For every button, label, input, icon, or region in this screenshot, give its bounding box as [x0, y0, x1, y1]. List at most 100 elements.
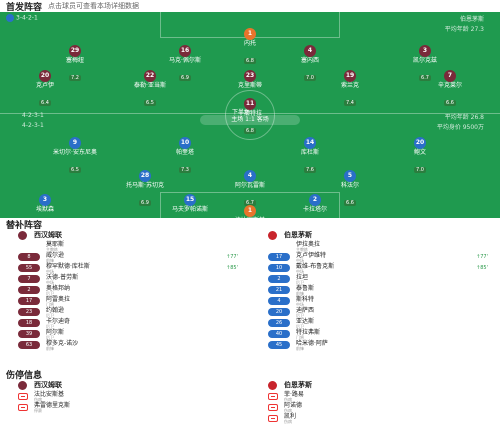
player-marker[interactable]: 20 克卢伊 6.4: [15, 70, 75, 108]
bench-player-row[interactable]: 18 卡尔迪奇 后卫: [0, 318, 250, 329]
player-marker[interactable]: 14 库杜斯 7.6: [280, 137, 340, 175]
bench-player-row[interactable]: 2 奥格邦纳 后卫: [0, 285, 250, 296]
player-marker[interactable]: 16 马克·佩尔斯 6.9: [155, 45, 215, 83]
home-coach-name: 莫耶斯: [46, 241, 65, 248]
bench-player-row[interactable]: 23 约翰逊 后卫: [0, 307, 250, 318]
player-marker[interactable]: 1 内托 6.8: [220, 28, 280, 66]
bench-player-row[interactable]: 26 亚达斯 后卫: [250, 318, 500, 329]
player-name: 帕奎塔: [175, 149, 194, 156]
bench-player-position: 前锋: [296, 346, 304, 351]
injury-row[interactable]: 法比安斯基 伤病: [0, 391, 250, 402]
injured-player-name: 阿诺德: [284, 402, 303, 409]
player-number: 16: [179, 45, 191, 57]
west-ham-badge-icon: [18, 231, 27, 240]
player-number: 2: [309, 194, 321, 206]
bench-player-name: 阿雷奥拉: [46, 296, 71, 303]
away-coach-role: 主教练: [296, 247, 308, 252]
player-marker[interactable]: 3埃默森6.8: [15, 194, 75, 218]
bench-player-row[interactable]: 63 穆多克-诺沙 前锋: [0, 340, 250, 351]
home-injury: 西汉姆联 法比安斯基 伤病 弗雷德里克斯 停赛: [0, 380, 250, 413]
injury-row[interactable]: 阿诺德 伤病: [250, 402, 500, 413]
injury-row[interactable]: 凯利 伤病: [250, 413, 500, 424]
bench-player-number: 17: [18, 297, 40, 305]
player-marker[interactable]: 15马夫罗帕诺斯6.9: [160, 194, 220, 218]
bench-player-position: 后卫: [296, 324, 304, 329]
player-marker[interactable]: 4 阿尔瓦雷斯 6.7: [220, 170, 280, 208]
injury-row[interactable]: 弗雷德里克斯 停赛: [0, 402, 250, 413]
bench-player-number: 55: [18, 264, 40, 272]
bench-title: 替补阵容: [6, 221, 43, 231]
player-rating: 6.6: [444, 100, 456, 106]
injury-title: 伤停信息: [6, 371, 43, 381]
bench-player-name: 约翰逊: [46, 307, 65, 314]
bench-player-number: 20: [268, 308, 290, 316]
player-marker[interactable]: 28 托马斯·苏切克 6.9: [115, 170, 175, 208]
player-marker[interactable]: 3 凯尔克兹 6.7: [395, 45, 455, 83]
bench-player-name: 阿尔斯: [46, 329, 65, 336]
bench-player-row[interactable]: 7 沃德-普劳斯 中场: [0, 274, 250, 285]
bench-player-row[interactable]: 10 戴维-布鲁克斯 中场 ↑85': [250, 263, 500, 274]
bench-player-name: 威尔逊: [46, 252, 65, 259]
player-number: 9: [69, 137, 81, 149]
player-marker[interactable]: 19 索兰克 7.4: [320, 70, 380, 108]
lineup-subtitle: 点击球员可查看本场详细数据: [48, 2, 140, 10]
away-injury-team: 伯恩茅斯: [250, 380, 500, 391]
bench-player-row[interactable]: 40 特拉弗斯 门将: [250, 329, 500, 340]
bench-player-row[interactable]: 4 斯科特 中场: [250, 296, 500, 307]
bench-player-row[interactable]: 21 泰鲁斯 前锋: [250, 285, 500, 296]
player-marker[interactable]: 1法比安斯基7.1: [220, 205, 280, 218]
player-marker[interactable]: 2卡拉塔尔6.4: [285, 194, 345, 218]
score-strip: 主场 1:1 客场: [200, 115, 300, 125]
injury-reason: 停赛: [34, 408, 42, 413]
substitution-event: ↑77': [226, 254, 238, 260]
bench-player-position: 中场: [46, 280, 54, 285]
player-marker[interactable]: 11 辛斯特拉 6.8: [220, 98, 280, 136]
player-name: 泰勒·亚当斯: [134, 82, 166, 89]
injured-player-name: 菲·路易: [284, 391, 304, 398]
bench-player-row[interactable]: 20 迪萨西 后卫: [250, 307, 500, 318]
injury-reason: 伤病: [34, 397, 42, 402]
bench-player-row[interactable]: 8 威尔逊 前锋 ↑77': [0, 252, 250, 263]
player-name: 克卢伊: [35, 82, 54, 89]
player-marker[interactable]: 10 帕奎塔 7.3: [155, 137, 215, 175]
player-rating: 7.4: [344, 100, 356, 106]
west-ham-badge-icon: [18, 381, 27, 390]
away-note: 平均年龄 27.3: [444, 26, 484, 33]
home-coach-row[interactable]: 莫耶斯 主教练: [0, 241, 250, 252]
player-marker[interactable]: 9 米切尔·安东尼奥 6.5: [45, 137, 105, 175]
home-injury-team-name: 西汉姆联: [34, 381, 62, 389]
player-name: 塞内西: [300, 57, 319, 64]
player-number: 1: [244, 28, 256, 40]
away-coach-row[interactable]: 伊拉奥拉 主教练: [250, 241, 500, 252]
away-injury: 伯恩茅斯 菲·路易 伤病 阿诺德 伤病 凯利 伤病: [250, 380, 500, 424]
lineup-title: 首发阵容: [6, 2, 43, 13]
injury-row[interactable]: 菲·路易 伤病: [250, 391, 500, 402]
player-number: 19: [344, 70, 356, 82]
injury-icon: [268, 415, 278, 422]
player-name: 科法尔: [340, 182, 359, 189]
bench-player-row[interactable]: 45 哈米德·阿萨 前锋: [250, 340, 500, 351]
bench-player-position: 门将: [46, 302, 54, 307]
player-rating: 6.7: [419, 75, 431, 81]
player-number: 7: [444, 70, 456, 82]
player-marker[interactable]: 20 鲍文 7.0: [390, 137, 450, 175]
pitch: 3-4-2-1 伯恩茅斯 平均年龄 27.3 下半场 4-2-3-1 4-2-3…: [0, 12, 500, 218]
bournemouth-badge-icon: [268, 381, 277, 390]
player-marker[interactable]: 22 泰勒·亚当斯 6.5: [120, 70, 180, 108]
away-bench: 伯恩茅斯 伊拉奥拉 主教练 17 克卢伊维特 中场 ↑77' 10 戴维-布鲁克斯 中场 ↑8…: [250, 230, 500, 351]
player-marker[interactable]: 4 塞内西 7.0: [280, 45, 340, 83]
bench-player-row[interactable]: 39 阿尔斯 后卫: [0, 329, 250, 340]
bench-player-row[interactable]: 17 克卢伊维特 中场 ↑77': [250, 252, 500, 263]
bench-player-row[interactable]: 17 阿雷奥拉 门将: [0, 296, 250, 307]
bench-player-row[interactable]: 2 拉坦 后卫: [250, 274, 500, 285]
away-team-label: 伯恩茅斯: [459, 16, 484, 23]
bench-header: 替补阵容: [0, 218, 500, 231]
player-marker[interactable]: 5 科法尔 6.6: [320, 170, 380, 208]
bench-player-row[interactable]: 55 穆罕默德·库杜斯 中场 ↑85': [0, 263, 250, 274]
player-marker[interactable]: 29 塞梅纽 7.2: [45, 45, 105, 83]
half-label: 下半场: [232, 109, 251, 116]
player-marker[interactable]: 7 辛克莱尔 6.6: [420, 70, 480, 108]
bench-player-name: 沃德-普劳斯: [46, 274, 79, 281]
injury-header: 伤停信息: [0, 368, 500, 381]
